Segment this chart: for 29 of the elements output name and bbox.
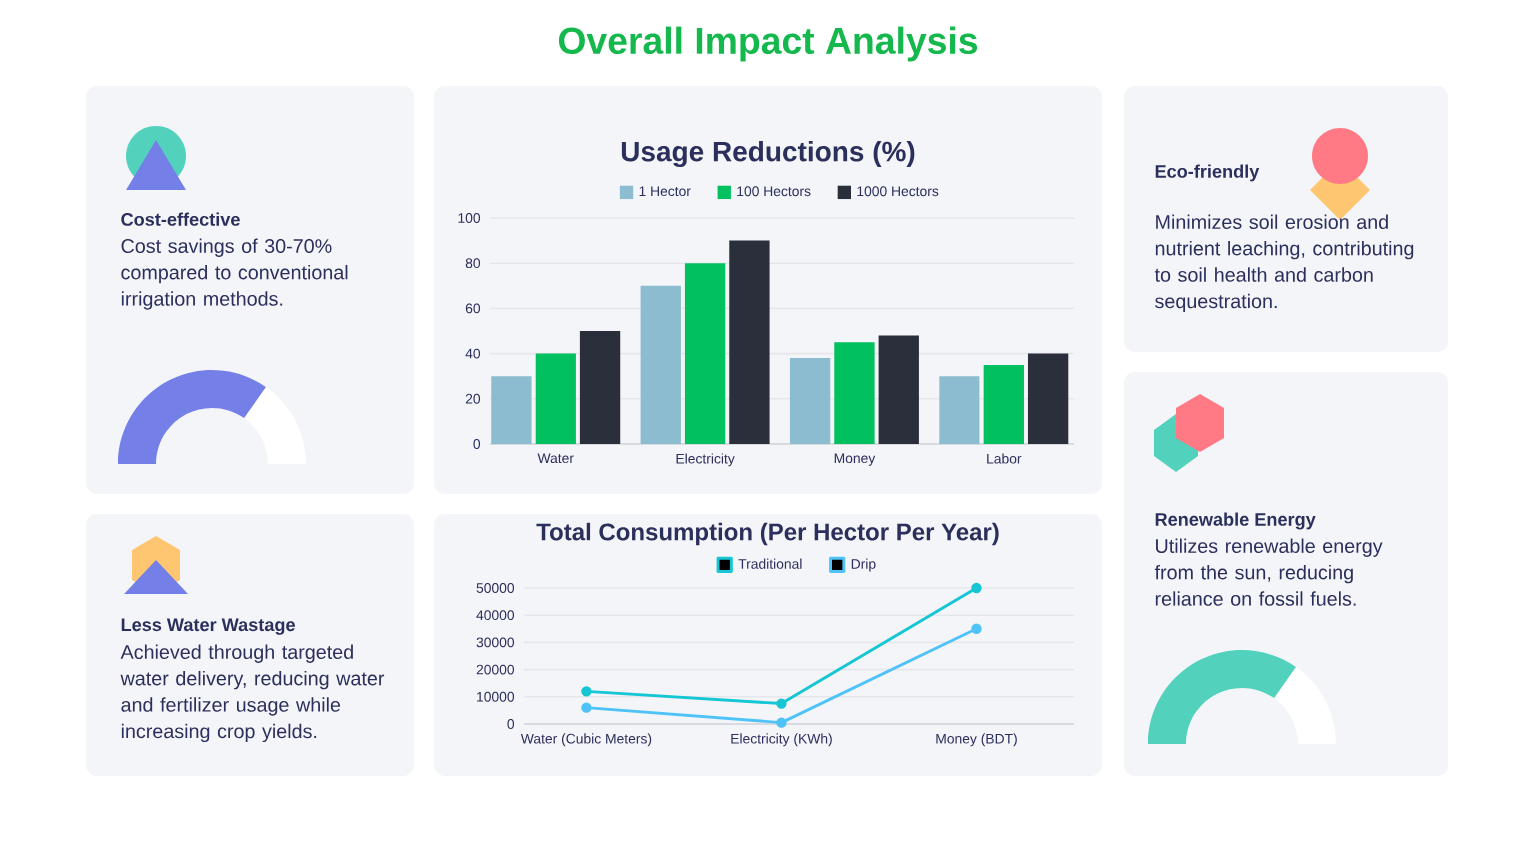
text: Cost-effective bbox=[121, 212, 240, 226]
text: Utilizes renewable energy from the sun, reducing reliance on fossil fuels. bbox=[1154, 538, 1383, 606]
chart-title: Total Consumption (Per Hector Per Year) bbox=[536, 522, 999, 546]
chart-title: Usage Reductions (%) bbox=[621, 140, 915, 168]
bar bbox=[535, 353, 576, 444]
bar bbox=[491, 376, 532, 444]
text: Achieved through targeted water delivery, reducing water and fertilizer usage while increasing crop yields. bbox=[120, 644, 385, 743]
point bbox=[776, 698, 787, 709]
point bbox=[581, 702, 592, 713]
text: Overall Impact Analysis bbox=[558, 26, 978, 62]
point bbox=[971, 582, 982, 594]
bar bbox=[1027, 353, 1069, 444]
text: Minimizes soil erosion and nutrient leaching, contributing to soil health and carbon sequestration. bbox=[1154, 214, 1414, 313]
bar bbox=[983, 364, 1024, 444]
bar bbox=[640, 285, 681, 444]
bar bbox=[939, 376, 980, 444]
bar bbox=[878, 335, 919, 444]
bar bbox=[789, 358, 831, 444]
bar bbox=[684, 263, 726, 444]
point bbox=[581, 686, 592, 697]
bar bbox=[729, 240, 770, 444]
bar bbox=[579, 331, 621, 444]
bar bbox=[834, 342, 875, 444]
text: Renewable Energy bbox=[1155, 512, 1316, 530]
text: Cost savings of 30-70% compared to conventional irrigation methods. bbox=[121, 238, 348, 310]
text: Eco-friendly bbox=[1155, 164, 1260, 182]
point bbox=[776, 717, 787, 728]
point bbox=[971, 623, 982, 634]
text: Less Water Wastage bbox=[121, 618, 295, 635]
